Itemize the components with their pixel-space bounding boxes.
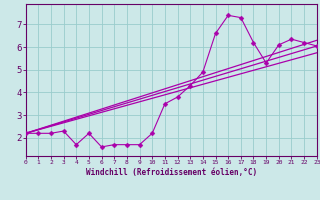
X-axis label: Windchill (Refroidissement éolien,°C): Windchill (Refroidissement éolien,°C) <box>86 168 257 177</box>
